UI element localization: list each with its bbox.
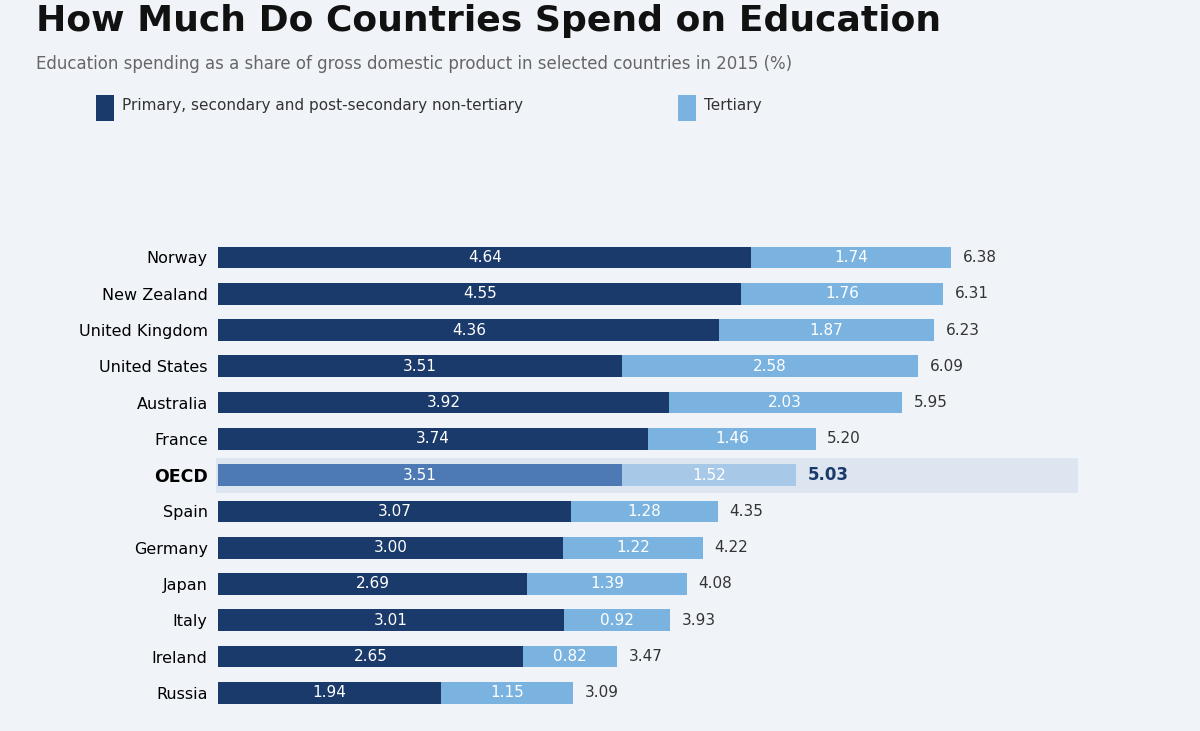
Bar xyxy=(668,392,902,414)
Bar xyxy=(218,573,527,595)
Bar xyxy=(218,428,648,450)
Text: 4.64: 4.64 xyxy=(468,250,502,265)
Text: 2.58: 2.58 xyxy=(752,359,787,374)
Bar xyxy=(218,501,571,523)
Text: How Much Do Countries Spend on Education: How Much Do Countries Spend on Education xyxy=(36,4,941,38)
Bar xyxy=(218,392,668,414)
Text: 1.74: 1.74 xyxy=(834,250,869,265)
Bar xyxy=(218,246,751,268)
Text: 2.03: 2.03 xyxy=(768,395,803,410)
Text: 0.92: 0.92 xyxy=(600,613,634,628)
Bar xyxy=(218,355,622,377)
Bar xyxy=(563,537,703,558)
Text: 2.69: 2.69 xyxy=(356,577,390,591)
Text: 1.87: 1.87 xyxy=(810,322,844,338)
Text: 5.03: 5.03 xyxy=(808,466,848,484)
Text: 1.94: 1.94 xyxy=(313,685,347,700)
Bar xyxy=(527,573,688,595)
Text: 1.22: 1.22 xyxy=(616,540,650,556)
Bar xyxy=(571,501,718,523)
Bar xyxy=(218,283,742,305)
Text: 3.09: 3.09 xyxy=(584,685,619,700)
Text: Tertiary: Tertiary xyxy=(704,99,762,113)
Text: 1.28: 1.28 xyxy=(628,504,661,519)
Text: 4.36: 4.36 xyxy=(451,322,486,338)
Bar xyxy=(218,319,719,341)
Text: 3.74: 3.74 xyxy=(416,431,450,447)
Bar xyxy=(648,428,816,450)
Bar xyxy=(218,537,563,558)
Text: 2.65: 2.65 xyxy=(354,649,388,664)
Bar xyxy=(719,319,934,341)
Bar xyxy=(564,610,670,631)
Text: 6.09: 6.09 xyxy=(930,359,964,374)
Bar xyxy=(218,682,442,704)
Bar xyxy=(218,645,523,667)
Text: 3.93: 3.93 xyxy=(682,613,715,628)
Bar xyxy=(751,246,952,268)
Text: 3.01: 3.01 xyxy=(374,613,408,628)
Text: 3.51: 3.51 xyxy=(403,468,437,482)
Bar xyxy=(622,464,797,486)
Text: 1.46: 1.46 xyxy=(715,431,749,447)
Bar xyxy=(218,464,622,486)
Text: 5.20: 5.20 xyxy=(827,431,860,447)
Text: 1.15: 1.15 xyxy=(491,685,524,700)
Text: 3.00: 3.00 xyxy=(373,540,408,556)
Text: 1.52: 1.52 xyxy=(692,468,726,482)
Text: 0.82: 0.82 xyxy=(553,649,587,664)
Text: 3.47: 3.47 xyxy=(629,649,662,664)
Bar xyxy=(442,682,574,704)
Bar xyxy=(622,355,918,377)
Bar xyxy=(218,610,564,631)
Bar xyxy=(742,283,943,305)
FancyBboxPatch shape xyxy=(216,458,1078,493)
Text: 4.55: 4.55 xyxy=(463,287,497,301)
Text: 6.23: 6.23 xyxy=(946,322,979,338)
Text: 3.07: 3.07 xyxy=(378,504,412,519)
Bar xyxy=(523,645,617,667)
Text: 1.76: 1.76 xyxy=(826,287,859,301)
Text: 6.31: 6.31 xyxy=(955,287,989,301)
Text: 1.39: 1.39 xyxy=(590,577,624,591)
Text: 3.92: 3.92 xyxy=(426,395,461,410)
Text: Primary, secondary and post-secondary non-tertiary: Primary, secondary and post-secondary no… xyxy=(122,99,523,113)
Text: 6.38: 6.38 xyxy=(962,250,997,265)
Text: 5.95: 5.95 xyxy=(913,395,947,410)
Text: 4.22: 4.22 xyxy=(715,540,749,556)
Text: 3.51: 3.51 xyxy=(403,359,437,374)
Text: 4.35: 4.35 xyxy=(730,504,763,519)
Text: Education spending as a share of gross domestic product in selected countries in: Education spending as a share of gross d… xyxy=(36,55,792,73)
Text: 4.08: 4.08 xyxy=(698,577,732,591)
